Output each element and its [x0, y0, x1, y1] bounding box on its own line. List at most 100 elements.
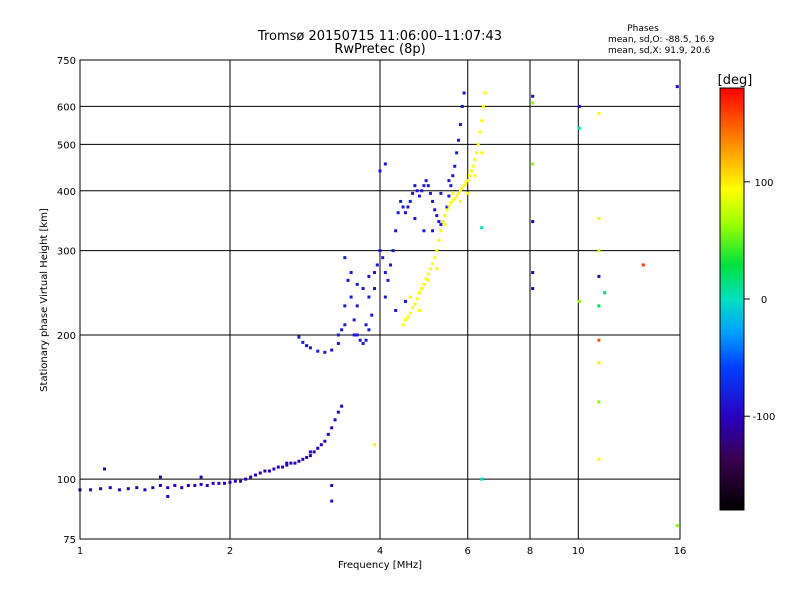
data-point — [289, 461, 293, 465]
data-point — [417, 308, 421, 312]
plot-frame — [79, 59, 681, 540]
data-point — [326, 432, 330, 436]
data-point — [468, 174, 472, 178]
x-tick-label: 8 — [527, 546, 533, 557]
data-point — [186, 483, 190, 487]
data-point — [401, 205, 405, 209]
data-point — [135, 486, 139, 490]
data-point — [435, 214, 439, 218]
x-tick-label: 16 — [674, 546, 687, 557]
data-point — [466, 191, 470, 195]
data-point — [108, 486, 112, 490]
data-point — [99, 487, 103, 491]
data-point — [597, 338, 601, 342]
data-point — [431, 199, 435, 203]
data-point — [403, 211, 407, 215]
colorbar-tick-label: 100 — [754, 178, 773, 189]
data-point — [411, 306, 415, 310]
data-point — [375, 263, 379, 267]
colorbar-ticks: 100 0 -100 — [744, 178, 775, 423]
data-point — [480, 477, 484, 481]
data-point — [343, 304, 347, 308]
data-point — [447, 179, 451, 183]
data-point — [281, 465, 285, 469]
data-point — [443, 223, 447, 227]
data-point — [597, 217, 601, 221]
data-point — [173, 483, 177, 487]
data-point — [151, 486, 155, 490]
data-point — [103, 467, 107, 471]
data-point — [330, 426, 334, 430]
data-point — [431, 261, 435, 265]
data-point — [403, 299, 407, 303]
data-point — [352, 318, 356, 322]
data-point — [166, 494, 170, 498]
data-point — [483, 91, 487, 95]
data-point — [426, 184, 430, 188]
data-point — [143, 488, 147, 492]
data-point — [233, 479, 237, 483]
data-point — [597, 361, 601, 365]
data-point — [267, 469, 271, 473]
data-point — [447, 194, 451, 198]
data-point — [126, 487, 130, 491]
data-point — [378, 169, 382, 173]
data-point — [439, 191, 443, 195]
data-point — [433, 256, 437, 260]
y-tick-label: 75 — [63, 535, 76, 546]
data-point — [433, 208, 437, 212]
data-point — [373, 271, 377, 275]
data-point — [439, 229, 443, 233]
data-point — [364, 323, 368, 327]
data-point — [180, 486, 184, 490]
y-tick-label: 200 — [57, 331, 76, 342]
data-point — [323, 350, 327, 354]
data-point — [391, 249, 395, 253]
data-point — [355, 304, 359, 308]
data-point — [481, 104, 485, 108]
data-point — [293, 461, 297, 465]
data-point — [424, 179, 428, 183]
data-point — [383, 295, 387, 299]
data-point — [458, 189, 462, 193]
data-point — [422, 282, 426, 286]
data-point — [443, 214, 447, 218]
data-point — [373, 443, 377, 447]
data-point — [166, 486, 170, 490]
data-point — [308, 454, 312, 458]
data-point — [343, 323, 347, 327]
data-point — [352, 333, 356, 337]
data-point — [205, 483, 209, 487]
tick-labels: 1 2 4 6 8 10 16 75 100 200 300 400 500 600 750 — [57, 56, 686, 557]
data-point — [597, 304, 601, 308]
data-point — [389, 263, 393, 267]
data-point — [228, 480, 232, 484]
data-point — [460, 186, 464, 190]
phase-info-o: mean, sd,O: -88.5, 16.9 — [608, 35, 715, 45]
data-point — [435, 249, 439, 253]
data-point — [223, 481, 227, 485]
data-point — [316, 446, 320, 450]
data-point — [316, 349, 320, 353]
series-group — [330, 85, 679, 528]
data-point — [285, 461, 289, 465]
data-point — [301, 457, 305, 461]
data-point — [343, 256, 347, 260]
x-tick-label: 10 — [572, 546, 585, 557]
data-point — [330, 499, 334, 503]
data-point — [199, 475, 203, 479]
data-point — [408, 295, 412, 299]
data-point — [455, 194, 459, 198]
data-point — [158, 483, 162, 487]
data-point — [367, 328, 371, 332]
series-group — [401, 91, 487, 327]
x-tick-label: 1 — [77, 546, 83, 557]
data-point — [460, 104, 464, 108]
data-point — [422, 229, 426, 233]
data-point — [211, 481, 215, 485]
data-point — [297, 459, 301, 463]
data-point — [403, 318, 407, 322]
data-point — [457, 191, 461, 195]
data-point — [531, 94, 535, 98]
data-point — [340, 404, 344, 408]
